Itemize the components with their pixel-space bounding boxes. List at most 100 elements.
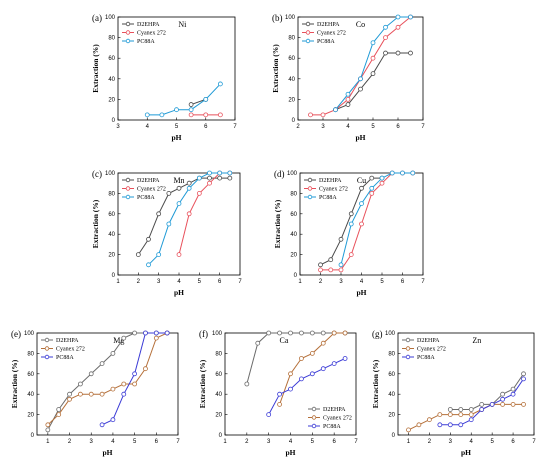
data-point <box>207 180 212 186</box>
data-point <box>408 50 413 56</box>
y-axis-title: Extraction (%) <box>271 44 280 93</box>
y-tick-label: 60 <box>108 56 115 62</box>
y-tick-label: 20 <box>288 97 295 103</box>
data-point <box>521 376 526 382</box>
y-tick-label: 20 <box>108 97 115 103</box>
chart-panel-zn: 1 2 3 4 5 6 7 0 20 40 60 80 100 pH Extraction (%) (g) Zn… <box>371 329 536 457</box>
legend-label: PC88A <box>317 39 335 45</box>
metal-label: Cu <box>357 176 366 185</box>
y-tick-label: 20 <box>215 413 222 419</box>
data-point <box>458 412 464 418</box>
x-tick-label: 1 <box>407 439 411 445</box>
x-tick-label: 4 <box>177 279 181 285</box>
data-point <box>416 422 422 428</box>
y-tick-label: 40 <box>288 77 295 83</box>
x-tick-label: 1 <box>116 279 120 285</box>
x-tick-label: 3 <box>157 279 161 285</box>
x-tick-label: 5 <box>133 439 137 445</box>
y-tick-label: 0 <box>392 433 396 439</box>
chart-panel-co: 2 3 4 5 6 7 0 20 40 60 80 100 pH Extraction (%) (b) Co D… <box>271 13 425 142</box>
data-point <box>342 356 348 361</box>
y-tick-label: 60 <box>388 372 395 378</box>
data-point <box>203 112 209 118</box>
data-point <box>338 236 344 242</box>
y-axis-title: Extraction (%) <box>91 199 100 248</box>
y-tick-label: 80 <box>288 36 295 42</box>
y-tick-label: 0 <box>294 273 298 279</box>
data-point <box>358 76 363 82</box>
metal-label: Zn <box>472 336 481 345</box>
y-tick-label: 40 <box>108 77 115 83</box>
series-line-cyanex-272 <box>47 332 168 426</box>
y-tick-label: 100 <box>212 331 223 337</box>
legend-label: Cyanex 272 <box>319 187 348 193</box>
data-point <box>437 422 443 428</box>
plot-frame <box>297 16 424 121</box>
legend-marker <box>307 186 313 191</box>
data-point <box>196 190 202 196</box>
legend-marker <box>44 346 50 351</box>
legend-label: PC88A <box>137 195 155 201</box>
y-tick-label: 20 <box>108 253 115 259</box>
series-line-cyanex-272 <box>408 403 524 431</box>
data-point <box>309 330 315 336</box>
x-tick-label: 6 <box>204 124 208 130</box>
data-point <box>458 422 464 428</box>
data-point <box>500 401 506 407</box>
x-tick-label: 6 <box>218 279 222 285</box>
y-tick-label: 20 <box>290 253 297 259</box>
y-tick-label: 80 <box>290 191 297 197</box>
x-tick-label: 2 <box>296 124 300 130</box>
y-tick-label: 100 <box>105 15 116 21</box>
y-tick-label: 0 <box>112 118 116 124</box>
data-point <box>176 185 182 191</box>
chart-panel-mn: 1 2 3 4 5 6 7 0 20 40 60 80 100 pH Extraction (%) (c) Mn… <box>91 169 242 297</box>
x-tick-label: 7 <box>233 124 237 130</box>
data-point <box>164 330 170 336</box>
data-point <box>196 175 202 181</box>
x-tick-label: 1 <box>46 439 50 445</box>
data-point <box>468 412 474 418</box>
data-point <box>176 252 182 258</box>
data-point <box>479 401 485 407</box>
x-axis-title: pH <box>102 448 112 457</box>
legend-marker <box>125 186 131 191</box>
data-point <box>383 24 388 30</box>
data-point <box>188 102 194 107</box>
x-tick-label: 2 <box>428 439 432 445</box>
legend-label: D2EHPA <box>137 178 160 184</box>
data-point <box>143 330 148 336</box>
data-point <box>309 371 315 377</box>
legend-marker <box>311 415 317 420</box>
x-axis-title: pH <box>285 448 295 457</box>
y-axis-title: Extraction (%) <box>10 359 19 408</box>
chart-panel-mg: 1 2 3 4 5 6 7 0 20 40 60 80 100 pH Extraction (%) (e) Mg… <box>10 329 180 457</box>
plot-frame <box>36 332 179 436</box>
x-tick-label: 6 <box>155 439 159 445</box>
data-point <box>244 381 250 387</box>
y-tick-label: 100 <box>285 15 296 21</box>
data-point <box>318 262 323 268</box>
series-line-cyanex-272 <box>279 332 346 405</box>
data-point <box>288 386 293 392</box>
x-tick-label: 5 <box>175 124 179 130</box>
y-tick-label: 100 <box>385 331 396 337</box>
x-tick-label: 2 <box>245 439 249 445</box>
data-point <box>328 267 334 273</box>
data-point <box>379 175 385 181</box>
data-point <box>383 35 388 40</box>
data-point <box>370 40 376 46</box>
data-point <box>320 112 326 118</box>
data-point <box>146 262 151 268</box>
panel-letter: (e) <box>11 329 21 339</box>
y-tick-label: 40 <box>388 392 395 398</box>
x-tick-label: 3 <box>339 279 343 285</box>
data-point <box>348 221 354 227</box>
y-tick-label: 100 <box>24 331 35 337</box>
y-tick-label: 80 <box>215 351 222 357</box>
metal-label: Ni <box>178 20 187 29</box>
legend-label: Cyanex 272 <box>137 187 166 193</box>
legend-label: Cyanex 272 <box>417 347 446 353</box>
data-point <box>468 407 474 412</box>
data-point <box>266 330 272 336</box>
